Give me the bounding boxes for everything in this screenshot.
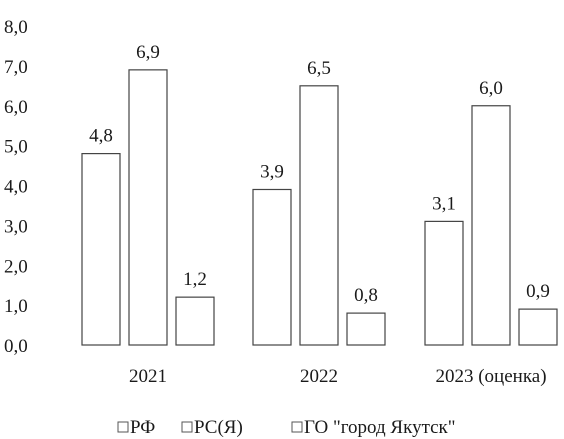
bars	[81, 69, 558, 346]
data-label: 6,5	[307, 58, 331, 79]
legend-swatch	[181, 421, 193, 433]
bar	[471, 105, 511, 346]
x-category-label: 2023 (оценка)	[435, 366, 546, 387]
y-tick-label: 4,0	[4, 177, 28, 198]
bar	[346, 312, 386, 346]
bar	[81, 153, 121, 346]
data-label: 0,8	[354, 285, 378, 306]
y-axis: 0,0 1,0 2,0 3,0 4,0 5,0 6,0 7,0 8,0	[4, 17, 28, 357]
data-labels: 4,8 6,9 1,2 3,9 6,5 0,8 3,1 6,0 0,9	[89, 42, 550, 306]
bar	[128, 69, 168, 346]
legend-label: РС(Я)	[194, 417, 243, 438]
data-label: 1,2	[183, 269, 207, 290]
x-axis: 2021 2022 2023 (оценка)	[129, 366, 547, 387]
y-tick-label: 8,0	[4, 17, 28, 38]
data-label: 4,8	[89, 126, 113, 147]
bar	[252, 188, 292, 346]
data-label: 3,9	[260, 161, 284, 182]
y-tick-label: 1,0	[4, 296, 28, 317]
x-category-label: 2021	[129, 366, 167, 387]
y-tick-label: 5,0	[4, 137, 28, 158]
data-label: 3,1	[432, 193, 456, 214]
legend-label: ГО "город Якутск"	[304, 417, 456, 438]
y-tick-label: 2,0	[4, 256, 28, 277]
legend-swatch	[117, 421, 129, 433]
bar	[424, 220, 464, 346]
data-label: 6,0	[479, 78, 503, 99]
y-tick-label: 7,0	[4, 57, 28, 78]
data-label: 6,9	[136, 42, 160, 63]
legend-label: РФ	[130, 417, 155, 438]
data-label: 0,9	[526, 281, 550, 302]
bar	[175, 296, 215, 346]
y-tick-label: 3,0	[4, 216, 28, 237]
y-tick-label: 0,0	[4, 336, 28, 357]
legend-swatch	[291, 421, 303, 433]
bar	[299, 85, 339, 346]
bar	[518, 308, 558, 346]
x-category-label: 2022	[300, 366, 338, 387]
y-tick-label: 6,0	[4, 97, 28, 118]
legend: РФ РС(Я) ГО "город Якутск"	[117, 417, 456, 438]
